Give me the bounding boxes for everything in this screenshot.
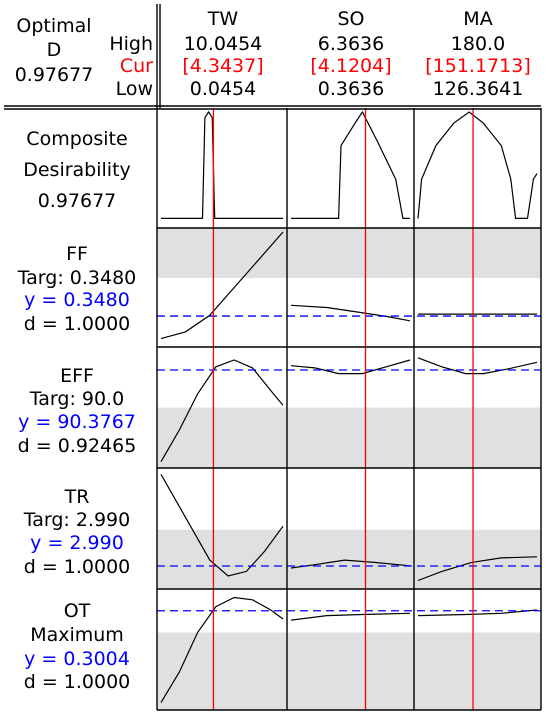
factor-name: TW xyxy=(207,8,239,30)
factor-high: 6.3636 xyxy=(318,33,384,55)
response-label-tr: TR Targ: 2.990 y = 2.990 d = 1.0000 xyxy=(23,486,131,578)
response-goal: Targ: 0.3480 xyxy=(17,267,137,289)
response-curve xyxy=(160,596,284,703)
factor-header-tw: TW 10.0454 [4.3437] 0.0454 xyxy=(182,8,263,100)
response-goal: Maximum xyxy=(30,624,124,646)
factor-low: 126.3641 xyxy=(433,78,524,100)
factor-low: 0.0454 xyxy=(190,78,256,100)
d-label: D xyxy=(47,39,62,61)
factor-cur: [4.1204] xyxy=(310,55,391,77)
response-d: d = 1.0000 xyxy=(24,671,131,693)
response-curve xyxy=(160,231,284,340)
response-curve xyxy=(417,111,538,219)
target-band xyxy=(157,529,541,589)
response-d: d = 1.0000 xyxy=(24,313,131,335)
optimal-label: Optimal xyxy=(16,15,91,37)
low-label: Low xyxy=(116,78,153,100)
response-curve xyxy=(290,612,411,621)
factor-low: 0.3636 xyxy=(318,78,384,100)
response-name: FF xyxy=(66,243,88,265)
factor-cur: [4.3437] xyxy=(182,55,263,77)
d-value: 0.97677 xyxy=(15,64,94,86)
response-label-eff: EFF Targ: 90.0 y = 90.3767 d = 0.92465 xyxy=(18,365,137,457)
composite-value: 0.97677 xyxy=(38,190,117,212)
response-curve xyxy=(161,110,283,219)
response-y: y = 0.3004 xyxy=(24,648,130,670)
factor-cur: [151.1713] xyxy=(425,55,530,77)
response-d: d = 0.92465 xyxy=(18,435,137,457)
factor-name: SO xyxy=(337,8,364,30)
response-name: OT xyxy=(64,600,91,622)
target-band xyxy=(157,407,541,468)
response-label-ff: FF Targ: 0.3480 y = 0.3480 d = 1.0000 xyxy=(17,243,137,335)
response-curve xyxy=(160,474,284,577)
response-goal: Targ: 2.990 xyxy=(23,509,130,531)
factor-name: MA xyxy=(463,8,492,30)
response-name: EFF xyxy=(60,365,94,387)
factor-high: 180.0 xyxy=(451,33,505,55)
cur-label: Cur xyxy=(120,55,153,77)
composite-label-1: Composite xyxy=(26,128,127,150)
target-band xyxy=(157,228,541,278)
response-curve xyxy=(417,556,538,582)
response-goal: Targ: 90.0 xyxy=(29,388,124,410)
high-label: High xyxy=(109,33,153,55)
response-y: y = 0.3480 xyxy=(24,289,130,311)
response-curve xyxy=(417,357,538,375)
response-curve xyxy=(160,359,284,463)
response-y: y = 2.990 xyxy=(30,532,124,554)
response-d: d = 1.0000 xyxy=(24,556,131,578)
target-band xyxy=(157,632,541,710)
factor-header-ma: MA 180.0 [151.1713] 126.3641 xyxy=(425,8,530,100)
factor-high: 10.0454 xyxy=(184,33,263,55)
response-curve xyxy=(417,609,538,617)
response-curve xyxy=(290,359,411,375)
response-name: TR xyxy=(64,486,90,508)
factor-header-so: SO 6.3636 [4.1204] 0.3636 xyxy=(310,8,391,100)
response-curve xyxy=(290,304,411,322)
response-y: y = 90.3767 xyxy=(18,411,136,433)
response-label-ot: OT Maximum y = 0.3004 d = 1.0000 xyxy=(24,600,131,693)
response-curve xyxy=(291,110,410,219)
composite-label-2: Desirability xyxy=(23,159,131,181)
